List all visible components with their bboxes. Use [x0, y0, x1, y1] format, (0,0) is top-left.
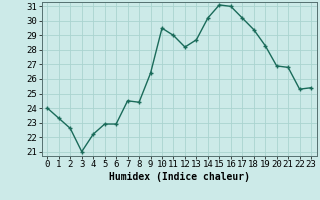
X-axis label: Humidex (Indice chaleur): Humidex (Indice chaleur): [109, 172, 250, 182]
